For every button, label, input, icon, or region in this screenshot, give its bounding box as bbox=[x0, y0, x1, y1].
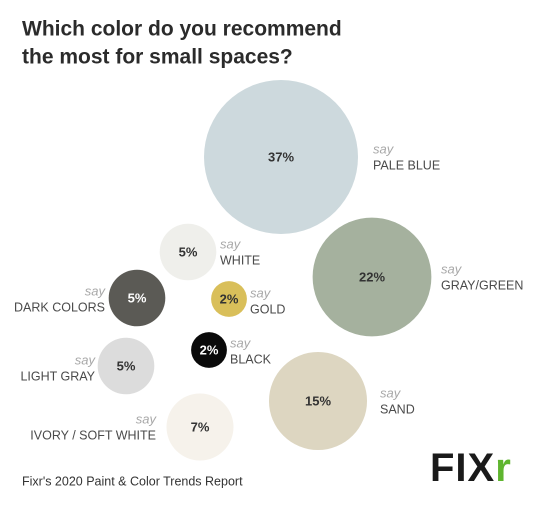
value-label: 37% bbox=[268, 149, 294, 164]
logo-text: FIX bbox=[430, 446, 495, 490]
bubble bbox=[268, 351, 368, 451]
say-label: say bbox=[380, 385, 402, 400]
category-label: DARK COLORS bbox=[14, 300, 105, 314]
category-label: PALE BLUE bbox=[373, 158, 440, 172]
bubble bbox=[204, 80, 358, 234]
category-label: GRAY/GREEN bbox=[441, 278, 523, 292]
category-label: WHITE bbox=[220, 253, 260, 267]
logo: FIXr bbox=[430, 446, 512, 490]
value-label: 22% bbox=[359, 269, 385, 284]
value-label: 15% bbox=[305, 393, 331, 408]
say-label: say bbox=[136, 411, 158, 426]
value-label: 5% bbox=[179, 244, 198, 259]
category-label: SAND bbox=[380, 402, 415, 416]
category-label: IVORY / SOFT WHITE bbox=[30, 428, 156, 442]
say-label: say bbox=[230, 335, 252, 350]
bubble bbox=[159, 223, 217, 281]
say-label: say bbox=[75, 352, 97, 367]
say-label: say bbox=[441, 261, 463, 276]
chart-title: Which color do you recommend bbox=[22, 18, 342, 41]
say-label: say bbox=[85, 283, 107, 298]
bubble bbox=[97, 337, 155, 395]
bubble bbox=[211, 281, 247, 317]
bubble bbox=[108, 269, 166, 327]
say-label: say bbox=[373, 141, 395, 156]
say-label: say bbox=[220, 236, 242, 251]
bubble bbox=[312, 217, 432, 337]
value-label: 7% bbox=[191, 419, 210, 434]
logo-accent: r bbox=[495, 446, 512, 490]
bubble bbox=[191, 332, 227, 368]
value-label: 2% bbox=[200, 342, 219, 357]
category-label: GOLD bbox=[250, 302, 285, 316]
value-label: 5% bbox=[117, 358, 136, 373]
source: Fixr's 2020 Paint & Color Trends Report bbox=[22, 474, 243, 488]
category-label: BLACK bbox=[230, 352, 272, 366]
chart-title: the most for small spaces? bbox=[22, 46, 293, 69]
bubble bbox=[166, 393, 234, 461]
category-label: LIGHT GRAY bbox=[20, 369, 95, 383]
say-label: say bbox=[250, 285, 272, 300]
value-label: 5% bbox=[128, 290, 147, 305]
value-label: 2% bbox=[220, 291, 239, 306]
